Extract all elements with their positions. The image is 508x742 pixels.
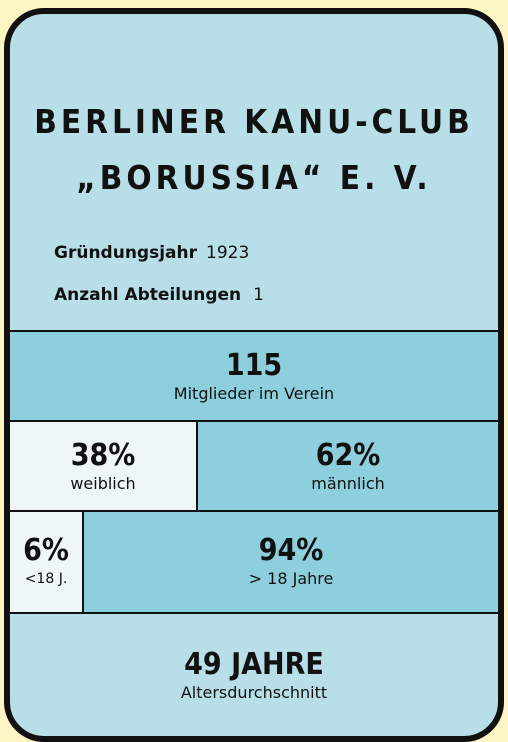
title-line: BERLINER KANU-CLUB [34, 102, 474, 141]
fact-row: Anzahl Abteilungen 1 [54, 274, 264, 316]
fact-label: Gründungsjahr [54, 243, 197, 263]
fact-value: 1923 [206, 243, 250, 263]
facts: Gründungsjahr 1923 Anzahl Abteilungen 1 [54, 232, 264, 316]
members-cell: 115 Mitglieder im Verein [10, 332, 498, 422]
card: BERLINER KANU-CLUB „BORUSSIA“ E. V. Grün… [4, 8, 504, 742]
average-section: 49 JAHRE Altersdurchschnitt [10, 616, 498, 736]
fact-row: Gründungsjahr 1923 [54, 232, 264, 274]
age-section: 6% <18 J. 94% > 18 Jahre [10, 510, 498, 614]
average-value: 49 JAHRE [184, 647, 324, 682]
age-label: > 18 Jahre [248, 569, 334, 588]
gender-label: männlich [311, 474, 385, 493]
age-cell: 94% > 18 Jahre [84, 512, 498, 612]
age-label: <18 J. [24, 571, 68, 587]
age-cell: 6% <18 J. [10, 512, 84, 612]
title-line: „BORUSSIA“ E. V. [76, 158, 432, 197]
gender-value: 38% [70, 438, 136, 473]
members-section: 115 Mitglieder im Verein [10, 330, 498, 422]
fact-value: 1 [253, 285, 264, 305]
fact-label: Anzahl Abteilungen [54, 285, 242, 305]
age-value: 94% [258, 533, 324, 568]
gender-value: 62% [315, 438, 381, 473]
members-label: Mitglieder im Verein [173, 384, 335, 403]
average-label: Altersdurchschnitt [180, 683, 328, 702]
members-value: 115 [225, 348, 283, 383]
gender-section: 38% weiblich 62% männlich [10, 420, 498, 512]
gender-cell: 62% männlich [198, 422, 498, 512]
gender-cell: 38% weiblich [10, 422, 198, 512]
title: BERLINER KANU-CLUB „BORUSSIA“ E. V. [10, 94, 498, 206]
average-cell: 49 JAHRE Altersdurchschnitt [10, 616, 498, 736]
gender-label: weiblich [70, 474, 136, 493]
age-value: 6% [23, 533, 69, 568]
